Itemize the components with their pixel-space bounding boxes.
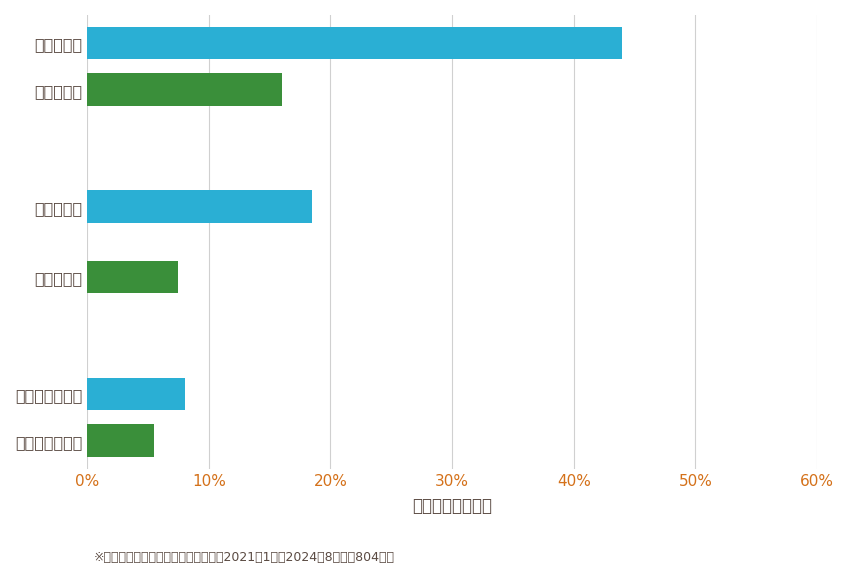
Bar: [87, 190, 312, 223]
Bar: [87, 260, 178, 294]
X-axis label: 件数の割合（％）: 件数の割合（％）: [412, 497, 492, 515]
Bar: [87, 27, 622, 59]
Bar: [87, 74, 282, 106]
Bar: [87, 425, 155, 457]
Bar: [87, 378, 184, 410]
Text: ※弊社受付の案件を対象に集計（期間2021年1月〜2024年8月、計804件）: ※弊社受付の案件を対象に集計（期間2021年1月〜2024年8月、計804件）: [93, 551, 395, 564]
